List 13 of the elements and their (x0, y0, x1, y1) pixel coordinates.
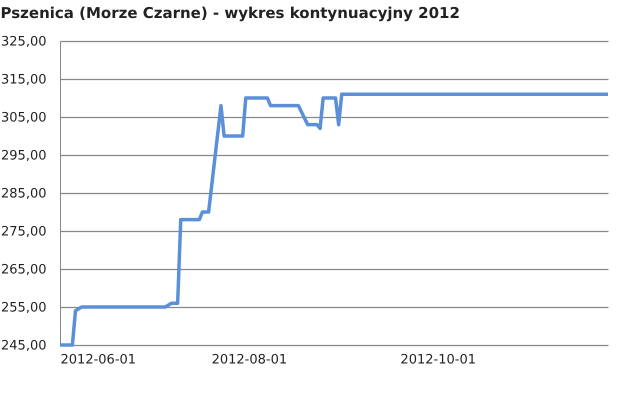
y-tick-label: 295,00 (1, 148, 46, 164)
y-tick-label: 265,00 (1, 262, 46, 278)
x-tick-label: 2012-10-01 (400, 352, 476, 368)
x-tick-label: 2012-08-01 (212, 352, 288, 368)
y-tick-label: 275,00 (1, 224, 46, 240)
y-tick-label: 305,00 (1, 110, 46, 126)
y-tick-label: 315,00 (1, 72, 46, 88)
y-tick-label: 245,00 (1, 338, 46, 354)
y-tick-label: 285,00 (1, 186, 46, 202)
y-tick-label: 325,00 (1, 34, 46, 50)
x-tick-label: 2012-06-01 (60, 352, 136, 368)
y-tick-label: 255,00 (1, 300, 46, 316)
chart-title: Pszenica (Morze Czarne) - wykres kontynuacyjny 2012 (0, 4, 460, 22)
